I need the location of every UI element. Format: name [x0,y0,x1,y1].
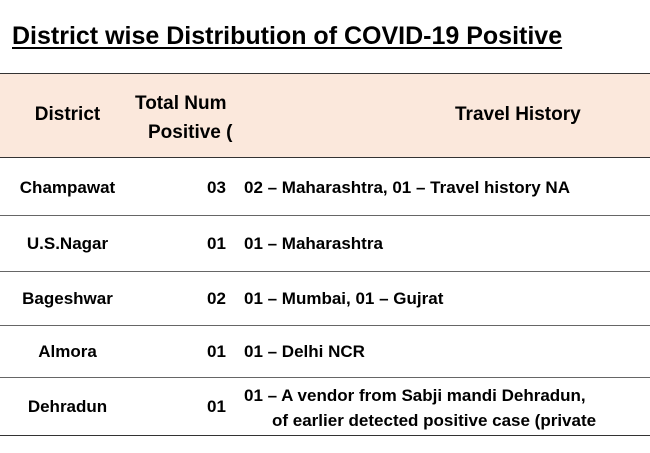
table-row: Bageshwar 02 01 – Mumbai, 01 – Gujrat [0,272,650,326]
header-total-line2: Positive ( [148,122,233,143]
total-cell: 01 [207,342,226,361]
travel-line1: 02 – Maharashtra, 01 – Travel history NA [244,178,570,197]
positive-cases-table: District Total Num Positive ( Travel His… [0,73,650,436]
total-cell: 01 [207,234,226,253]
travel-line1: 01 – Maharashtra [244,234,383,253]
header-total-line1: Total Num [135,93,227,114]
travel-cell: 01 – Mumbai, 01 – Gujrat [244,289,650,309]
table-row: Dehradun 01 01 – A vendor from Sabji man… [0,378,650,434]
header-travel-history: Travel History [455,104,581,125]
travel-cell: 01 – A vendor from Sabji mandi Dehradun,… [244,383,650,433]
travel-cell: 01 – Maharashtra [244,234,650,254]
travel-line1: 01 – A vendor from Sabji mandi Dehradun, [244,386,586,405]
table-row: U.S.Nagar 01 01 – Maharashtra [0,216,650,272]
table-row: Almora 01 01 – Delhi NCR [0,326,650,378]
travel-line1: 01 – Mumbai, 01 – Gujrat [244,289,444,308]
travel-line1: 01 – Delhi NCR [244,342,365,361]
district-cell: Dehradun [27,397,108,416]
page-title: District wise Distribution of COVID-19 P… [12,22,563,50]
total-cell: 01 [207,397,226,416]
district-cell: Champawat [19,178,116,197]
district-cell: U.S.Nagar [26,234,109,253]
district-cell: Almora [38,342,97,361]
header-total-positive: Total Num Positive ( [135,89,240,147]
table-header: District Total Num Positive ( Travel His… [0,74,650,158]
district-cell: Bageshwar [22,289,113,308]
travel-line2: of earlier detected positive case (priva… [272,411,597,430]
header-district: District [34,104,101,125]
total-cell: 03 [207,178,226,197]
total-cell: 02 [207,289,226,308]
travel-cell: 02 – Maharashtra, 01 – Travel history NA [244,178,650,198]
travel-cell: 01 – Delhi NCR [244,342,650,362]
table-row: Champawat 03 02 – Maharashtra, 01 – Trav… [0,158,650,216]
